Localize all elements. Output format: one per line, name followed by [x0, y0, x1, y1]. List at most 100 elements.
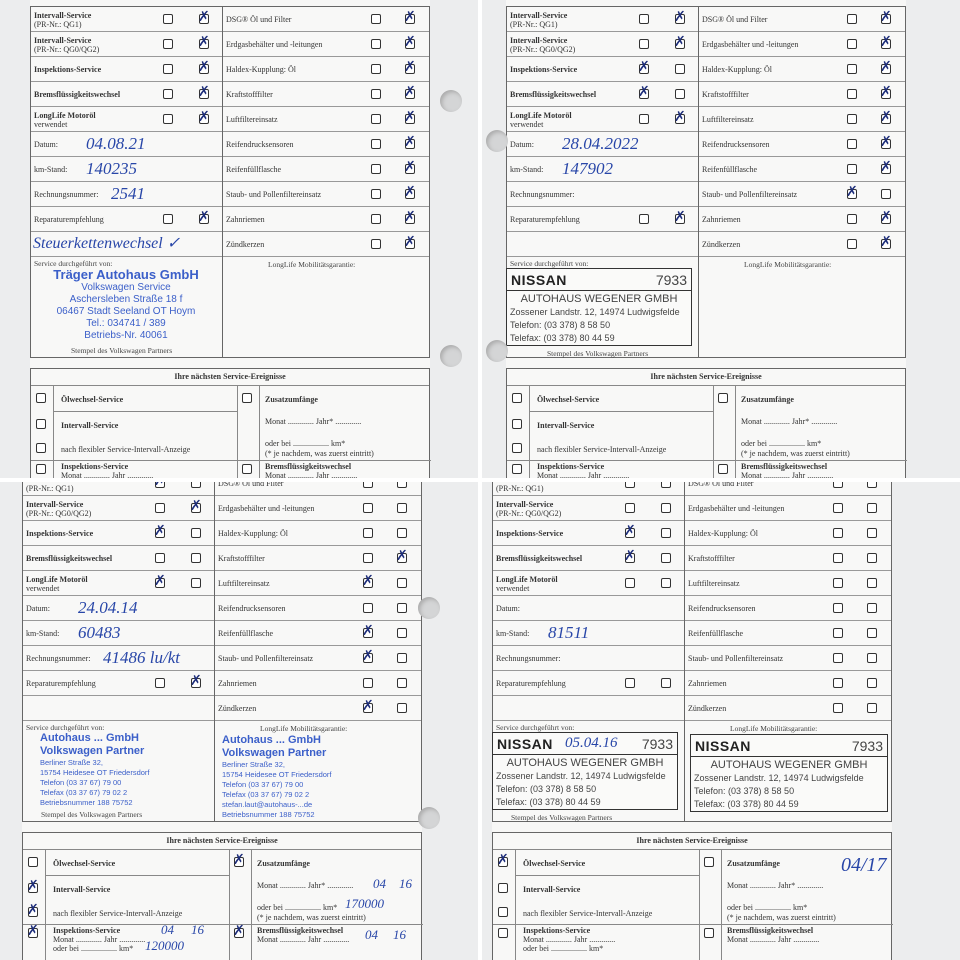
next-event-checkbox[interactable] — [233, 852, 245, 868]
checkbox[interactable] — [880, 134, 892, 150]
checkbox[interactable] — [397, 482, 407, 488]
checkbox[interactable] — [371, 114, 381, 124]
checkbox[interactable] — [404, 234, 416, 250]
checkbox[interactable] — [404, 159, 416, 175]
checkbox[interactable] — [154, 523, 166, 539]
checkbox[interactable] — [847, 64, 857, 74]
checkbox[interactable] — [363, 553, 373, 563]
next-event-checkbox[interactable] — [36, 464, 46, 474]
next-event-checkbox[interactable] — [704, 928, 714, 938]
checkbox[interactable] — [847, 39, 857, 49]
checkbox[interactable] — [163, 89, 173, 99]
checkbox[interactable] — [867, 628, 877, 638]
checkbox[interactable] — [847, 164, 857, 174]
checkbox[interactable] — [371, 14, 381, 24]
checkbox[interactable] — [198, 34, 210, 50]
checkbox[interactable] — [191, 482, 201, 488]
checkbox[interactable] — [363, 603, 373, 613]
checkbox[interactable] — [661, 482, 671, 488]
checkbox[interactable] — [363, 503, 373, 513]
checkbox[interactable] — [833, 528, 843, 538]
checkbox[interactable] — [880, 9, 892, 25]
next-event-checkbox[interactable] — [242, 464, 252, 474]
checkbox[interactable] — [404, 209, 416, 225]
checkbox[interactable] — [639, 114, 649, 124]
checkbox[interactable] — [867, 503, 877, 513]
checkbox[interactable] — [155, 553, 165, 563]
next-event-checkbox[interactable] — [36, 393, 46, 403]
checkbox[interactable] — [880, 209, 892, 225]
checkbox[interactable] — [880, 159, 892, 175]
checkbox[interactable] — [847, 114, 857, 124]
checkbox[interactable] — [674, 9, 686, 25]
next-event-checkbox[interactable] — [718, 464, 728, 474]
next-event-checkbox[interactable] — [704, 857, 714, 867]
checkbox[interactable] — [198, 109, 210, 125]
checkbox[interactable] — [155, 678, 165, 688]
next-event-checkbox[interactable] — [498, 907, 508, 917]
next-event-checkbox[interactable] — [512, 464, 522, 474]
checkbox[interactable] — [833, 603, 843, 613]
checkbox[interactable] — [661, 528, 671, 538]
checkbox[interactable] — [833, 578, 843, 588]
checkbox[interactable] — [833, 628, 843, 638]
checkbox[interactable] — [847, 89, 857, 99]
checkbox[interactable] — [833, 678, 843, 688]
checkbox[interactable] — [833, 703, 843, 713]
next-event-checkbox[interactable] — [512, 443, 522, 453]
checkbox[interactable] — [371, 189, 381, 199]
checkbox[interactable] — [675, 64, 685, 74]
checkbox[interactable] — [371, 89, 381, 99]
checkbox[interactable] — [163, 39, 173, 49]
checkbox[interactable] — [624, 523, 636, 539]
checkbox[interactable] — [661, 578, 671, 588]
next-event-checkbox[interactable] — [27, 878, 39, 894]
checkbox[interactable] — [191, 528, 201, 538]
next-event-checkbox[interactable] — [512, 393, 522, 403]
checkbox[interactable] — [404, 184, 416, 200]
checkbox[interactable] — [397, 528, 407, 538]
checkbox[interactable] — [198, 59, 210, 75]
checkbox[interactable] — [881, 189, 891, 199]
checkbox[interactable] — [847, 139, 857, 149]
checkbox[interactable] — [163, 64, 173, 74]
checkbox[interactable] — [362, 648, 374, 664]
checkbox[interactable] — [880, 84, 892, 100]
checkbox[interactable] — [155, 503, 165, 513]
checkbox[interactable] — [625, 578, 635, 588]
checkbox[interactable] — [404, 59, 416, 75]
checkbox[interactable] — [396, 548, 408, 564]
checkbox[interactable] — [363, 482, 373, 488]
checkbox[interactable] — [404, 109, 416, 125]
checkbox[interactable] — [867, 603, 877, 613]
checkbox[interactable] — [833, 482, 843, 488]
checkbox[interactable] — [880, 234, 892, 250]
checkbox[interactable] — [867, 678, 877, 688]
next-event-checkbox[interactable] — [512, 419, 522, 429]
next-event-checkbox[interactable] — [36, 443, 46, 453]
checkbox[interactable] — [404, 134, 416, 150]
checkbox[interactable] — [371, 214, 381, 224]
checkbox[interactable] — [397, 578, 407, 588]
checkbox[interactable] — [397, 678, 407, 688]
checkbox[interactable] — [625, 503, 635, 513]
next-event-checkbox[interactable] — [233, 923, 245, 939]
checkbox[interactable] — [833, 503, 843, 513]
checkbox[interactable] — [371, 64, 381, 74]
checkbox[interactable] — [397, 603, 407, 613]
checkbox[interactable] — [867, 482, 877, 488]
checkbox[interactable] — [880, 109, 892, 125]
next-event-checkbox[interactable] — [36, 419, 46, 429]
checkbox[interactable] — [867, 703, 877, 713]
checkbox[interactable] — [638, 59, 650, 75]
checkbox[interactable] — [191, 578, 201, 588]
checkbox[interactable] — [625, 678, 635, 688]
next-event-checkbox[interactable] — [498, 928, 508, 938]
checkbox[interactable] — [362, 698, 374, 714]
checkbox[interactable] — [371, 139, 381, 149]
checkbox[interactable] — [363, 678, 373, 688]
checkbox[interactable] — [624, 548, 636, 564]
checkbox[interactable] — [397, 653, 407, 663]
checkbox[interactable] — [404, 84, 416, 100]
checkbox[interactable] — [371, 164, 381, 174]
